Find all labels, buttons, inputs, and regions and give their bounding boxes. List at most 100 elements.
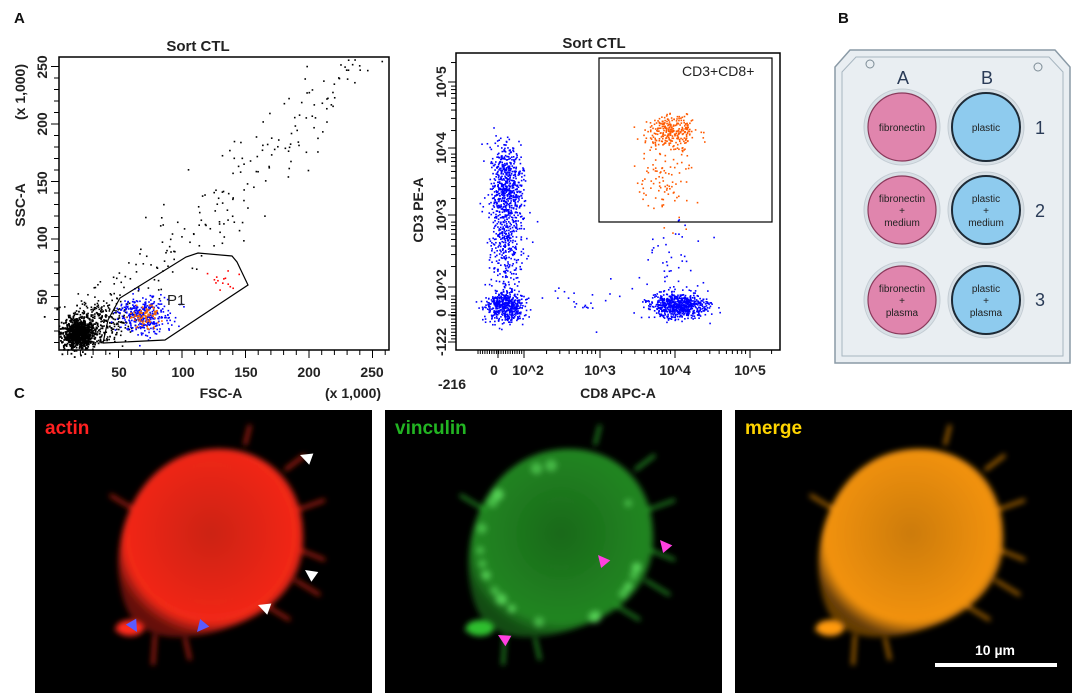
event-point [525,301,528,304]
gated-point [669,113,671,115]
gate-cd3-cd8[interactable] [598,57,773,223]
gated-point [687,126,690,128]
event-point [512,310,515,313]
event-point [90,337,93,339]
event-point [506,296,508,299]
event-point [513,315,516,318]
event-point [666,264,669,267]
event-point [496,140,499,142]
p1-point [168,316,170,319]
p1-point [130,330,133,332]
gated-point [676,147,679,149]
event-point [510,179,513,182]
event-point [322,131,324,133]
event-point [80,354,82,357]
event-point [509,271,512,273]
outlier-point [224,277,227,280]
well-fibronectin[interactable] [867,92,937,162]
well-plastic[interactable] [951,92,1021,162]
well-fibronectin[interactable] [867,265,937,335]
event-point [514,183,516,186]
gated-point [678,117,680,120]
event-point [583,305,586,308]
event-point [523,170,526,172]
event-point [510,216,513,219]
event-point [567,297,570,299]
event-point [682,307,684,309]
event-point [500,205,503,208]
filopodium [984,453,1006,472]
event-point [317,151,319,153]
gated-point [684,128,686,130]
event-point [509,202,512,204]
x-tick: 10^3 [584,362,616,378]
p1-point [128,315,131,317]
event-point [697,300,699,303]
event-point [498,188,500,190]
event-point [96,331,99,333]
event-point [507,296,510,299]
gated-point [666,113,668,116]
well-plastic[interactable] [951,265,1021,335]
event-point [519,172,521,174]
event-point [685,314,688,317]
vinculin-spot [494,592,507,605]
event-point [326,98,328,100]
well-plastic[interactable] [951,175,1021,245]
event-point [665,300,668,302]
event-point [119,326,121,329]
gated-point [686,122,688,125]
event-point [482,205,485,208]
event-point [509,170,511,172]
event-point [513,289,516,292]
event-point [92,324,94,327]
event-point [495,215,498,218]
subset-point [141,312,143,314]
gated-point [680,180,682,183]
event-point [488,238,491,240]
event-point [62,322,65,325]
event-point [658,304,661,306]
event-point [505,198,508,201]
event-point [512,272,515,275]
p1-point [133,320,136,322]
event-point [268,165,270,168]
event-point [508,180,511,183]
event-point [509,308,511,311]
gate-p1[interactable] [102,252,249,344]
event-point [508,189,511,192]
event-point [504,282,506,285]
event-point [58,333,61,336]
event-point [113,323,116,325]
event-point [511,253,514,256]
event-point [59,328,62,330]
gated-point [678,148,680,151]
event-point [509,312,511,314]
event-point [609,293,611,295]
event-point [680,307,683,310]
event-point [499,249,501,252]
p1-point [124,307,127,309]
gated-point [659,186,662,189]
event-point [73,318,76,321]
gated-point [650,125,653,127]
gated-point [658,124,661,127]
event-point [502,270,505,273]
event-point [677,311,679,313]
event-point [506,225,509,228]
event-point [103,321,105,324]
event-point [498,181,501,183]
event-point [680,304,682,306]
gated-point [669,132,672,134]
event-point [311,89,314,91]
event-point [520,179,523,182]
gated-point [668,134,670,136]
event-point [513,301,516,304]
event-point [505,221,507,223]
p1-point [142,326,144,329]
event-point [493,127,495,129]
well-fibronectin[interactable] [867,175,937,245]
event-point [496,299,499,301]
event-point [503,210,506,213]
p1-point [167,317,170,319]
